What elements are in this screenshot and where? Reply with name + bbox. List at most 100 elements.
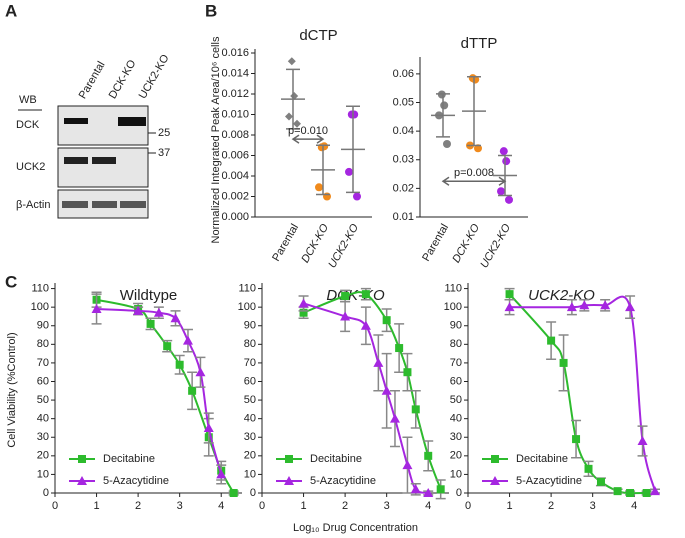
y-tick-label: 90 [37,320,49,332]
y-tick-label: 0 [43,487,49,499]
sd-bar [498,154,512,197]
legend-label: Decitabine [310,453,362,465]
legend-label: Decitabine [516,453,568,465]
x-tick-label: 2 [135,500,141,512]
data-point [403,368,412,377]
x-tick-label: UCK2-KO [326,222,361,271]
data-point [402,460,413,470]
y-tick-label: 0.06 [393,68,414,80]
y-tick-label: 10 [37,468,49,480]
y-tick-label: 0.02 [393,182,414,194]
y-tick-label: 70 [450,357,462,369]
lane-label: UCK2-KO [137,52,172,101]
chart-title: dTTP [461,35,498,52]
chart-title: DCK-KO [326,287,385,304]
x-axis-label: Log₁₀ Drug Concentration [293,522,418,534]
annotation-arrow [441,176,507,186]
data-point [436,485,445,494]
x-tick-label: 1 [93,500,99,512]
y-tick-label: 40 [450,413,462,425]
data-point [547,336,556,345]
x-tick-label: 3 [177,500,183,512]
data-point [298,298,309,308]
data-point [341,292,350,301]
data-point [637,435,648,445]
data-point [133,305,144,315]
data-point [423,488,434,497]
y-tick-label: 100 [238,301,256,313]
data-point [299,308,308,317]
y-tick-label: 50 [37,394,49,406]
y-tick-label: 0.016 [221,47,249,59]
x-tick-label: DCK-KO [450,222,482,265]
y-tick-label: 110 [31,282,49,294]
y-tick-label: 70 [244,357,256,369]
y-tick-label: 0.008 [221,129,249,141]
x-tick-label: 4 [425,500,431,512]
y-tick-label: 110 [444,282,462,294]
data-point [285,112,293,121]
chart-title: UCK2-KO [528,287,595,304]
data-point [361,290,370,299]
y-tick-label: 100 [444,301,462,313]
data-point [389,413,400,423]
y-tick-label: 0.01 [393,211,414,223]
legend-label: 5-Azacytidine [310,475,376,487]
x-tick-label: 0 [465,500,471,512]
y-tick-label: 0.03 [393,154,414,166]
x-tick-label: 3 [384,500,390,512]
data-point [613,487,622,496]
y-tick-label: 0.05 [393,96,414,108]
x-tick-label: 1 [300,500,306,512]
y-tick-label: 0.004 [221,170,249,182]
data-point [287,57,296,66]
y-tick-label: 90 [244,320,256,332]
y-tick-label: 110 [238,282,256,294]
y-tick-label: 60 [244,375,256,387]
data-point [216,469,227,479]
data-point [490,476,500,485]
blot-header: WB [19,94,37,106]
data-point [625,302,636,312]
data-point [315,183,323,192]
x-tick-label: 4 [218,500,224,512]
lane-label: Parental [77,59,108,100]
data-point [579,300,590,310]
data-point [290,92,299,101]
data-point [229,489,238,497]
x-tick-label: 2 [548,500,554,512]
legend-label: Decitabine [103,453,155,465]
y-tick-label: 60 [37,375,49,387]
row-label: β-Actin [16,199,50,211]
data-point [373,357,384,367]
y-tick-label: 0.006 [221,149,249,161]
y-tick-label: 60 [450,375,462,387]
chart-title: Wildtype [120,287,178,304]
sd-bar [346,105,360,194]
data-point [650,486,660,496]
blot [18,105,156,219]
data-point [170,313,181,323]
data-point [596,477,605,486]
data-point [146,319,155,328]
y-tick-label: 0.010 [221,108,249,120]
data-point [474,144,482,153]
x-tick-label: UCK2-KO [478,222,513,271]
sd-bar [286,68,300,130]
chart-title: dCTP [299,27,337,44]
y-tick-label: 20 [450,450,462,462]
row-label: DCK [16,119,40,131]
y-tick-label: 100 [31,301,49,313]
x-tick-label: 0 [259,500,265,512]
y-tick-label: 70 [37,357,49,369]
data-point [471,75,480,84]
data-point [78,455,86,463]
data-point [203,422,214,432]
panel-label: C [5,272,17,291]
data-point [153,307,164,317]
sd-bar [436,93,450,138]
data-point [559,358,568,367]
marker-label: 37 [158,147,170,159]
row-label: UCK2 [16,161,45,173]
data-point [381,385,392,395]
